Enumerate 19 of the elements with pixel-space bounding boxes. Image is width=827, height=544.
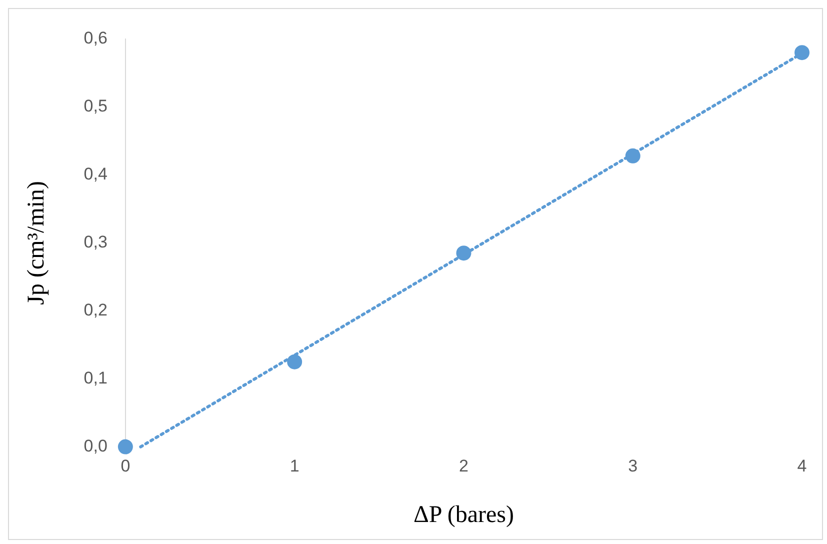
- y-tick-label: 0,3: [84, 232, 108, 252]
- point: [118, 439, 133, 454]
- point: [794, 45, 810, 60]
- x-tick-label: 4: [797, 456, 807, 476]
- y-tick-label: 0,2: [84, 300, 108, 320]
- point: [287, 354, 302, 370]
- y-tick-label: 0,1: [84, 368, 108, 388]
- x-tick-label: 3: [628, 456, 638, 476]
- x-tick-label: 0: [120, 456, 130, 476]
- y-tick-label: 0,5: [84, 96, 108, 116]
- x-tick-label: 2: [458, 456, 468, 476]
- point: [456, 246, 472, 261]
- point: [625, 148, 640, 164]
- y-tick-label: 0,0: [84, 436, 108, 456]
- x-tick-label: 1: [290, 456, 300, 476]
- y-axis-title: Jp (cm³/min): [24, 180, 50, 305]
- y-tick-label: 0,4: [84, 164, 108, 184]
- y-tick-label: 0,6: [84, 28, 108, 48]
- x-axis-title: ΔP (bares): [413, 502, 514, 528]
